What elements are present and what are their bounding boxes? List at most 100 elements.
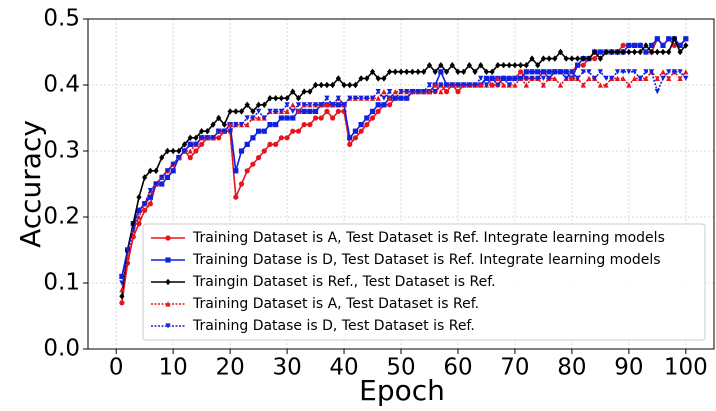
marker — [404, 95, 410, 101]
marker — [364, 115, 370, 121]
marker — [603, 82, 609, 88]
marker — [580, 55, 586, 62]
x-tick-label: 20 — [215, 355, 244, 381]
marker — [404, 68, 410, 75]
marker — [478, 82, 484, 88]
marker — [671, 35, 678, 42]
x-tick-label: 30 — [272, 355, 301, 381]
x-tick-label: 100 — [664, 355, 708, 381]
marker — [649, 48, 655, 56]
marker — [449, 62, 455, 69]
marker — [255, 128, 262, 134]
marker — [512, 62, 518, 69]
marker — [631, 69, 638, 75]
marker — [324, 102, 330, 108]
legend-label: Traingin Dataset is Ref., Test Dataset i… — [192, 274, 496, 290]
marker — [273, 108, 279, 114]
marker — [677, 75, 683, 81]
marker — [119, 280, 125, 286]
marker — [381, 75, 387, 82]
marker — [597, 49, 603, 55]
marker — [592, 56, 598, 62]
marker — [335, 102, 341, 108]
marker — [455, 89, 461, 95]
marker — [523, 62, 529, 69]
marker — [409, 89, 415, 95]
marker — [455, 68, 461, 75]
marker — [181, 141, 188, 148]
marker — [255, 101, 262, 108]
marker — [631, 48, 638, 56]
marker — [136, 194, 142, 201]
marker — [443, 89, 450, 95]
marker — [392, 68, 398, 75]
x-tick-label: 40 — [329, 355, 358, 381]
marker — [677, 42, 683, 48]
marker — [643, 69, 649, 75]
marker — [335, 75, 341, 82]
legend-marker — [165, 235, 171, 241]
marker — [677, 69, 683, 75]
marker — [563, 75, 569, 81]
marker — [324, 95, 330, 101]
marker — [387, 102, 393, 108]
marker — [506, 62, 512, 69]
marker — [523, 82, 529, 88]
marker — [142, 207, 148, 213]
marker — [398, 95, 404, 101]
marker — [244, 168, 250, 174]
marker — [597, 69, 603, 75]
marker — [290, 102, 296, 108]
marker — [398, 89, 404, 95]
marker — [261, 128, 267, 134]
marker — [324, 81, 330, 89]
marker — [352, 135, 359, 141]
marker — [683, 42, 689, 49]
marker — [586, 55, 592, 62]
marker — [312, 102, 319, 108]
marker — [609, 75, 615, 81]
marker — [546, 75, 552, 81]
marker — [540, 75, 547, 81]
legend-marker — [165, 301, 171, 307]
marker — [199, 141, 205, 147]
marker — [603, 48, 609, 56]
marker — [301, 122, 307, 128]
marker — [426, 82, 433, 88]
marker — [421, 68, 427, 75]
marker — [546, 69, 552, 75]
marker — [609, 48, 615, 56]
marker — [369, 95, 376, 101]
marker — [312, 81, 319, 89]
marker — [649, 42, 655, 48]
marker — [290, 108, 296, 114]
marker — [347, 95, 353, 101]
marker — [461, 68, 467, 75]
marker — [347, 81, 353, 89]
x-tick-label: 80 — [557, 355, 586, 381]
marker — [193, 134, 199, 141]
marker — [244, 141, 250, 147]
legend-marker — [165, 323, 171, 329]
marker — [255, 108, 262, 114]
marker — [187, 141, 193, 147]
legend-marker — [165, 278, 171, 286]
marker — [278, 115, 284, 121]
marker — [278, 135, 284, 141]
marker — [261, 148, 267, 154]
marker — [654, 36, 660, 42]
marker — [233, 168, 239, 174]
marker — [404, 89, 410, 95]
marker — [147, 188, 153, 194]
marker — [324, 108, 330, 114]
marker — [318, 115, 324, 121]
marker — [392, 89, 398, 95]
marker — [643, 75, 649, 81]
y-tick-label: 0.2 — [43, 204, 80, 230]
marker — [290, 115, 296, 121]
marker — [518, 69, 524, 75]
marker — [540, 69, 547, 75]
marker — [341, 81, 347, 89]
marker — [637, 42, 643, 48]
marker — [552, 75, 558, 81]
